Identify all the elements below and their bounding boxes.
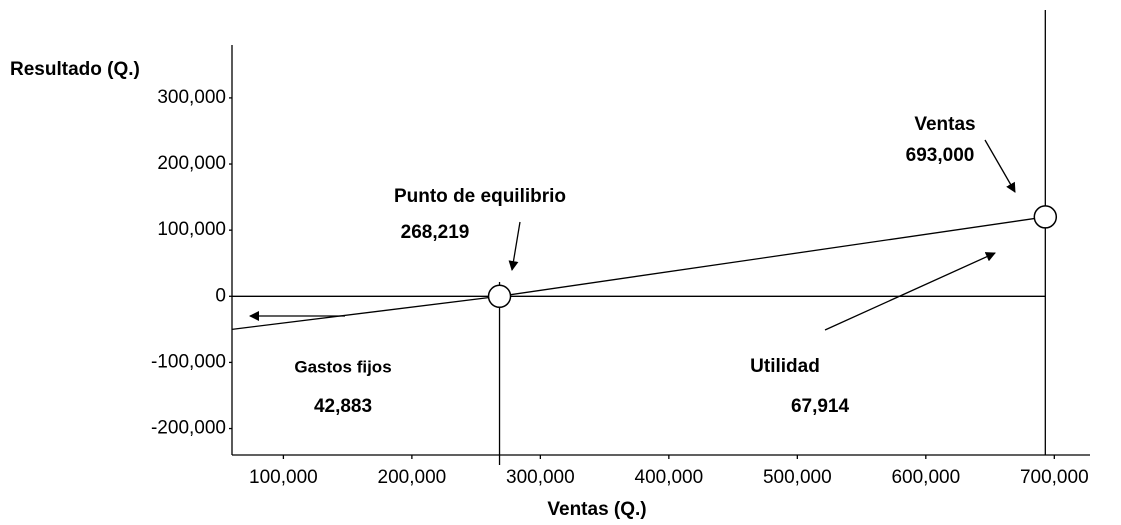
x-tick-label: 600,000 [891, 467, 960, 488]
annotation: 42,883 [314, 396, 372, 417]
y-tick-label: -100,000 [151, 351, 226, 372]
annotation: 268,219 [401, 222, 470, 243]
arrow [984, 139, 1016, 193]
x-tick-label: 500,000 [763, 467, 832, 488]
annotation: 67,914 [791, 396, 850, 417]
result-line [231, 216, 1046, 331]
arrow [824, 252, 996, 331]
y-tick-label: 0 [215, 285, 226, 306]
annotation: Ventas [914, 114, 975, 135]
y-tick-label: -200,000 [151, 418, 226, 439]
annotation: Gastos fijos [294, 357, 391, 376]
x-tick-label: 300,000 [506, 467, 575, 488]
arrow [508, 221, 521, 271]
y-tick-label: 200,000 [157, 153, 226, 174]
annotation: 693,000 [906, 145, 975, 166]
x-tick-label: 400,000 [635, 467, 704, 488]
y-tick-label: 100,000 [157, 219, 226, 240]
y-tick-label: 300,000 [157, 87, 226, 108]
x-tick-label: 700,000 [1020, 467, 1089, 488]
annotation: Utilidad [750, 356, 820, 377]
annotation: Punto de equilibrio [394, 186, 566, 207]
point-marker [487, 284, 512, 309]
x-tick-label: 200,000 [378, 467, 447, 488]
x-tick-label: 100,000 [249, 467, 318, 488]
x-axis-title: Ventas (Q.) [547, 499, 646, 520]
y-axis-title: Resultado (Q.) [10, 59, 140, 80]
point-marker [1033, 205, 1058, 229]
